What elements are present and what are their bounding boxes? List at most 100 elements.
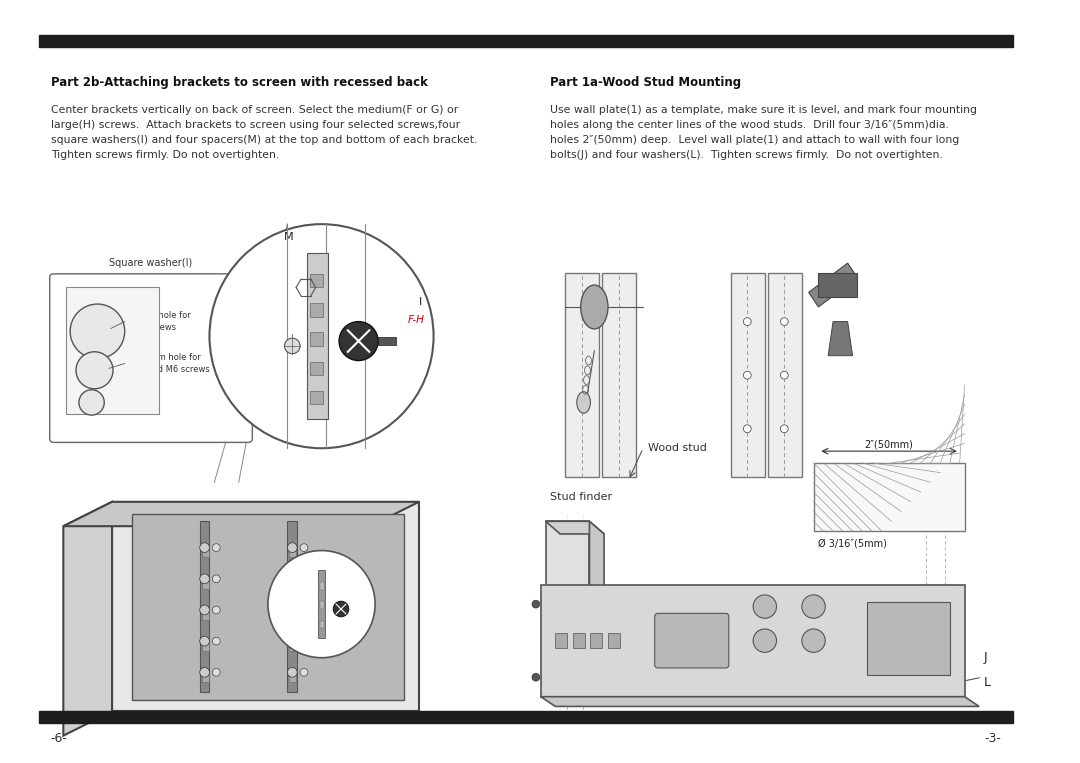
Circle shape (781, 372, 788, 379)
Circle shape (339, 321, 378, 361)
Polygon shape (112, 502, 419, 711)
Bar (813, 463, 964, 531)
Polygon shape (828, 321, 852, 356)
Circle shape (532, 673, 540, 681)
Circle shape (300, 544, 308, 552)
FancyBboxPatch shape (50, 274, 253, 443)
Bar (289, 577, 296, 588)
Circle shape (76, 352, 113, 389)
Polygon shape (64, 502, 112, 736)
Circle shape (200, 542, 210, 552)
Bar (310, 274, 324, 288)
Circle shape (200, 636, 210, 646)
Text: Medium hole for
M5 and M6 screws: Medium hole for M5 and M6 screws (132, 353, 210, 374)
Bar (320, 581, 324, 590)
Bar (916, 584, 955, 672)
Bar (318, 570, 325, 638)
Text: Large hole for
M8 screws: Large hole for M8 screws (132, 311, 190, 332)
Bar (310, 391, 324, 404)
Text: Wood stud: Wood stud (648, 443, 706, 453)
Circle shape (781, 425, 788, 433)
Circle shape (213, 544, 220, 552)
Circle shape (300, 575, 308, 583)
Bar (202, 608, 208, 620)
Bar (39, 35, 1013, 47)
FancyBboxPatch shape (654, 613, 729, 668)
Circle shape (300, 606, 308, 614)
Text: Part 2b-Attaching brackets to screen with recessed back: Part 2b-Attaching brackets to screen wit… (51, 76, 428, 89)
Circle shape (781, 317, 788, 326)
Bar (572, 633, 584, 649)
Polygon shape (545, 521, 604, 534)
Bar (731, 273, 765, 478)
Bar (289, 608, 296, 620)
Circle shape (532, 600, 540, 608)
Text: Square washer(I): Square washer(I) (109, 258, 192, 269)
Circle shape (200, 574, 210, 584)
Polygon shape (541, 584, 964, 697)
Circle shape (284, 338, 300, 354)
Bar (202, 577, 208, 588)
Polygon shape (132, 514, 404, 700)
Circle shape (287, 542, 297, 552)
Bar (768, 273, 801, 478)
Bar (310, 362, 324, 375)
Circle shape (213, 575, 220, 583)
Bar (202, 639, 208, 651)
Circle shape (743, 317, 752, 326)
Bar (287, 521, 297, 692)
Polygon shape (809, 263, 858, 307)
Text: M: M (284, 232, 293, 242)
Bar (200, 521, 210, 692)
Circle shape (753, 595, 777, 618)
Text: Ø 3/16″(5mm): Ø 3/16″(5mm) (819, 539, 888, 549)
Circle shape (70, 304, 124, 359)
Bar (202, 546, 208, 557)
Circle shape (801, 595, 825, 618)
Bar (66, 288, 159, 414)
Text: Part 1a-Wood Stud Mounting: Part 1a-Wood Stud Mounting (551, 76, 742, 89)
Text: 2″(50mm): 2″(50mm) (865, 439, 914, 449)
Bar (565, 273, 599, 478)
Ellipse shape (581, 285, 608, 329)
Circle shape (287, 668, 297, 678)
Polygon shape (590, 521, 604, 685)
Text: I: I (419, 297, 422, 307)
Circle shape (743, 425, 752, 433)
Circle shape (334, 601, 349, 617)
Text: Center brackets vertically on back of screen. Select the medium(F or G) or
large: Center brackets vertically on back of sc… (51, 105, 477, 159)
Text: F-H: F-H (407, 314, 424, 324)
Circle shape (287, 605, 297, 615)
Bar (376, 337, 395, 345)
Text: -3-: -3- (985, 732, 1001, 745)
Text: Stud finder: Stud finder (551, 492, 612, 502)
Circle shape (200, 668, 210, 678)
Circle shape (79, 390, 105, 415)
Circle shape (801, 629, 825, 652)
Bar (310, 303, 324, 317)
Bar (603, 273, 636, 478)
Polygon shape (64, 502, 419, 526)
Bar (39, 711, 1013, 723)
Text: J: J (984, 651, 988, 665)
Circle shape (210, 224, 433, 448)
Bar (555, 633, 567, 649)
Bar (545, 521, 590, 672)
Circle shape (287, 636, 297, 646)
Polygon shape (541, 697, 980, 707)
Circle shape (268, 551, 375, 658)
Bar (867, 602, 950, 674)
Circle shape (287, 574, 297, 584)
Bar (289, 546, 296, 557)
Text: L: L (984, 675, 991, 688)
Bar (289, 671, 296, 682)
Bar (307, 253, 328, 419)
Bar (202, 671, 208, 682)
Text: Use wall plate(1) as a template, make sure it is level, and mark four mounting
h: Use wall plate(1) as a template, make su… (551, 105, 977, 159)
Bar (591, 633, 603, 649)
Circle shape (213, 637, 220, 645)
Circle shape (300, 668, 308, 676)
Bar (819, 273, 858, 298)
Bar (608, 633, 620, 649)
Bar (310, 333, 324, 346)
